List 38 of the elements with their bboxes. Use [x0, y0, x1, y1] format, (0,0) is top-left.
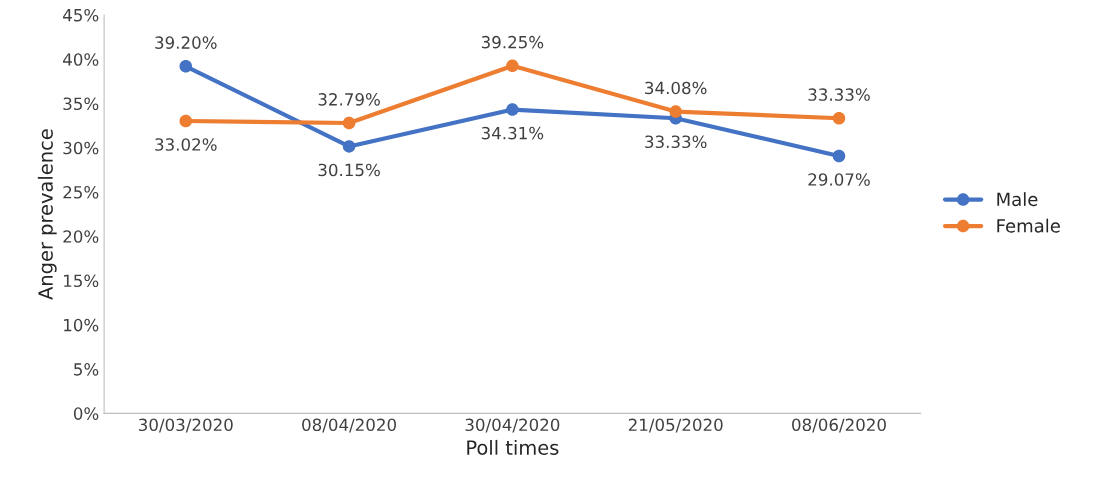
y-axis-title: Anger prevalence [37, 129, 57, 300]
data-label: 39.25% [481, 35, 544, 49]
data-label: 29.07% [808, 173, 870, 186]
y-tick-label: 20% [63, 230, 99, 243]
point [342, 116, 356, 130]
y-tick-label: 40% [63, 53, 99, 66]
y-tick-label: 45% [63, 8, 99, 22]
point [179, 114, 193, 128]
point [342, 140, 356, 153]
y-tick-label: 0% [73, 407, 99, 420]
y-tick-label: 5% [74, 363, 99, 376]
point [506, 59, 519, 73]
legend-label: Female [997, 218, 1060, 233]
x-tick-label: 08/06/2020 [792, 418, 886, 433]
data-label: 33.33% [645, 135, 707, 149]
point [832, 112, 846, 125]
data-label: 33.33% [808, 88, 870, 101]
y-tick-label: 35% [63, 97, 99, 111]
point [832, 149, 846, 163]
x-tick-label: 30/03/2020 [139, 418, 233, 433]
data-label: 32.79% [318, 93, 380, 106]
legend-label: Male [997, 192, 1038, 207]
y-tick-label: 25% [63, 185, 99, 199]
point [179, 60, 193, 73]
point [506, 103, 519, 116]
data-label: 30.15% [318, 163, 380, 177]
x-axis-title: Poll times [467, 439, 559, 455]
data-label: 34.08% [645, 81, 707, 95]
y-tick-label: 10% [64, 318, 99, 332]
point [669, 105, 682, 118]
data-label: 39.20% [155, 36, 217, 49]
y-tick-label: 30% [63, 141, 99, 155]
x-tick-label: 08/04/2020 [302, 418, 396, 433]
data-label: 33.02% [155, 138, 217, 151]
y-tick-label: 15% [64, 274, 99, 288]
data-label: 34.31% [481, 126, 544, 140]
x-tick-label: 21/05/2020 [628, 418, 723, 433]
x-tick-label: 30/04/2020 [465, 418, 560, 433]
